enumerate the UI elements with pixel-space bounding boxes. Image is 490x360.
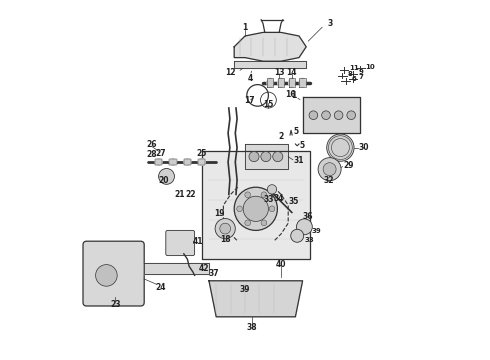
Text: 2: 2 [278, 132, 284, 141]
Circle shape [243, 196, 269, 221]
Ellipse shape [267, 78, 273, 87]
Circle shape [96, 265, 117, 286]
Circle shape [347, 111, 356, 120]
Text: 33: 33 [263, 195, 273, 204]
Polygon shape [303, 97, 360, 133]
Circle shape [269, 206, 275, 212]
Circle shape [309, 111, 318, 120]
Text: 34: 34 [274, 194, 285, 203]
Text: 25: 25 [196, 149, 207, 158]
Circle shape [334, 111, 343, 120]
Text: 17: 17 [244, 96, 255, 105]
Text: 32: 32 [323, 176, 334, 185]
Ellipse shape [198, 159, 205, 165]
Circle shape [234, 187, 277, 230]
Circle shape [215, 219, 235, 239]
FancyBboxPatch shape [83, 241, 144, 306]
Ellipse shape [170, 159, 176, 165]
Text: 30: 30 [358, 143, 369, 152]
Polygon shape [234, 61, 306, 68]
Circle shape [273, 152, 283, 162]
Text: 37: 37 [209, 269, 220, 278]
Polygon shape [202, 151, 310, 259]
Circle shape [159, 168, 174, 184]
Polygon shape [234, 32, 306, 61]
Circle shape [220, 223, 231, 234]
FancyBboxPatch shape [166, 230, 195, 256]
Circle shape [245, 192, 250, 198]
Circle shape [323, 163, 336, 176]
Text: 20: 20 [159, 176, 169, 185]
Text: 36: 36 [303, 212, 313, 220]
Text: 41: 41 [193, 237, 203, 246]
Circle shape [268, 185, 277, 194]
Ellipse shape [184, 159, 191, 165]
Circle shape [291, 229, 304, 242]
Circle shape [318, 158, 341, 181]
Text: 16: 16 [285, 90, 295, 99]
Text: 7: 7 [358, 75, 363, 80]
Text: 19: 19 [214, 209, 224, 217]
Text: 8: 8 [347, 71, 352, 77]
Ellipse shape [299, 78, 306, 87]
Polygon shape [245, 144, 288, 169]
Text: 33: 33 [304, 237, 314, 243]
Circle shape [261, 152, 271, 162]
Circle shape [237, 206, 243, 212]
Text: 31: 31 [294, 156, 304, 165]
Ellipse shape [278, 78, 284, 87]
Text: 9: 9 [358, 69, 363, 75]
Circle shape [321, 111, 330, 120]
Text: 10: 10 [366, 64, 375, 69]
Circle shape [249, 152, 259, 162]
Circle shape [327, 134, 354, 161]
Text: 42: 42 [198, 264, 209, 273]
Circle shape [261, 192, 267, 198]
Text: 38: 38 [247, 323, 258, 332]
Text: 24: 24 [155, 284, 166, 292]
Text: 23: 23 [110, 300, 121, 309]
Text: 5: 5 [294, 127, 299, 136]
Circle shape [296, 219, 312, 235]
Polygon shape [209, 281, 303, 317]
Text: 29: 29 [343, 161, 354, 170]
Text: 22: 22 [186, 190, 196, 199]
Circle shape [245, 220, 250, 226]
Text: 1: 1 [243, 23, 247, 32]
Text: 13: 13 [274, 68, 285, 77]
Text: 12: 12 [225, 68, 236, 77]
Polygon shape [144, 263, 209, 274]
Text: 39: 39 [240, 285, 250, 294]
Text: 11: 11 [349, 66, 359, 71]
Text: 39: 39 [312, 228, 321, 234]
Text: 27: 27 [155, 149, 166, 158]
Text: 28: 28 [146, 150, 157, 159]
Text: 40: 40 [276, 260, 286, 269]
Circle shape [261, 220, 267, 226]
Text: 35: 35 [289, 197, 299, 206]
Ellipse shape [289, 78, 295, 87]
Text: 4: 4 [248, 74, 253, 83]
Text: 18: 18 [220, 235, 230, 244]
Ellipse shape [155, 159, 162, 165]
Text: 21: 21 [174, 190, 185, 199]
Text: 15: 15 [263, 100, 273, 109]
Text: 5: 5 [300, 141, 305, 150]
Text: 14: 14 [287, 68, 297, 77]
Text: 3: 3 [328, 19, 333, 28]
Text: 26: 26 [146, 140, 157, 149]
Text: 6: 6 [351, 76, 356, 82]
Text: 1: 1 [291, 91, 296, 100]
